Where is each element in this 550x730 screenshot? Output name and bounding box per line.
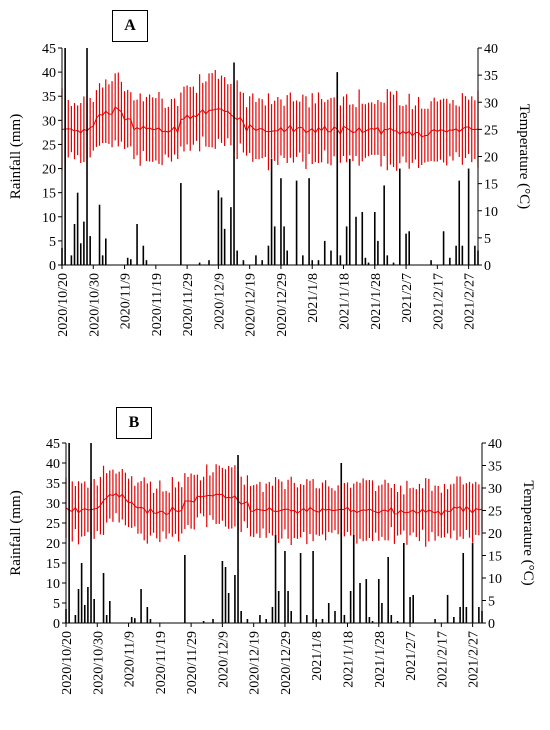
temperature-mean-line [65,492,483,517]
x-tick-label: 2021/1/18 [342,631,357,688]
temperature-series [61,70,479,171]
left-tick-label: 35 [42,90,56,105]
right-tick-label: 10 [488,572,502,587]
x-tick-label: 2020/11/29 [181,273,196,336]
x-tick-label: 2021/1/28 [369,273,384,330]
x-tick-label: 2021/1/18 [338,273,353,330]
left-tick-label: 20 [46,537,60,552]
left-tick-label: 10 [42,211,56,226]
left-tick-label: 30 [46,497,60,512]
x-tick-label: 2020/10/30 [87,273,102,337]
chart-panel-b: 0 5 10 15 20 25 30 35 40 45 0 5 10 15 20 25 30 35 40 2020/1… [0,365,550,730]
left-tick-label: 15 [42,187,56,202]
left-tick-label: 10 [46,577,60,592]
left-tick-label: 0 [49,259,56,274]
y-axis-label-left: Rainfall (mm) [8,490,24,575]
right-tick-label: 0 [484,259,491,274]
x-tick-label: 2021/1/8 [310,631,325,681]
right-tick-label: 15 [484,178,498,193]
x-tick-label: 2021/2/7 [400,273,415,323]
x-tick-label: 2020/11/19 [154,631,169,694]
x-tick-label: 2020/11/9 [119,273,134,329]
left-tick-label: 35 [46,477,60,492]
y-axis-label-left: Rainfall (mm) [8,114,24,199]
x-tick-label: 2021/2/17 [435,631,450,688]
left-tick-label: 25 [42,138,56,153]
x-tick-label: 2020/12/29 [275,273,290,337]
x-tick-label: 2020/11/9 [123,631,138,687]
x-tick-label: 2020/11/29 [185,631,200,694]
chart-b-svg: 0 5 10 15 20 25 30 35 40 45 0 5 10 15 20 25 30 35 40 2020/1… [8,437,536,695]
x-tick-label: 2020/10/20 [60,631,75,695]
x-tick-label: 2020/11/19 [150,273,165,336]
right-tick-label: 5 [488,595,495,610]
x-tick-label: 2020/12/9 [212,273,227,330]
right-tick-label: 20 [488,527,502,542]
temperature-series [65,464,483,547]
right-tick-label: 40 [488,437,502,452]
panel-label-b: B [116,407,152,439]
left-tick-label: 5 [49,235,56,250]
right-tick-label: 25 [484,123,498,138]
right-tick-label: 30 [488,482,502,497]
right-tick-label: 5 [484,232,491,247]
right-tick-label: 0 [488,617,495,632]
right-tick-label: 25 [488,505,502,520]
left-tick-label: 40 [46,457,60,472]
temperature-mean-line [61,106,479,138]
right-tick-label: 40 [484,42,498,57]
chart-a-svg: 0 5 10 15 20 25 30 35 40 45 0 5 10 15 20 25 30 35 40 2020/1… [8,42,532,337]
x-tick-label: 2021/1/28 [373,631,388,688]
x-tick-label: 2021/2/7 [404,631,419,681]
x-tick-label: 2021/1/8 [306,273,321,323]
x-tick-label: 2020/10/20 [56,273,71,337]
x-tick-label: 2020/10/30 [91,631,106,695]
right-tick-label: 35 [484,69,498,84]
x-tick-label: 2020/12/19 [248,631,263,695]
x-tick-label: 2021/2/27 [467,631,482,688]
left-tick-label: 45 [46,437,60,452]
right-tick-label: 20 [484,151,498,166]
left-tick-label: 45 [42,42,56,57]
x-tick-label: 2021/2/17 [431,273,446,330]
x-tick-label: 2020/12/29 [279,631,294,695]
y-axis-label-right: Temperature (°C) [516,104,532,209]
chart-panel-a: 0 5 10 15 20 25 30 35 40 45 0 5 10 15 20 25 30 35 40 2020/1… [8,10,532,337]
rainfall-series [61,48,479,265]
right-tick-label: 35 [488,460,502,475]
left-tick-label: 5 [53,597,60,612]
left-tick-label: 20 [42,163,56,178]
panel-label-a: A [112,10,148,42]
left-tick-label: 0 [53,617,60,632]
right-tick-label: 30 [484,96,498,111]
right-tick-label: 10 [484,205,498,220]
left-tick-label: 40 [42,66,56,81]
x-tick-label: 2020/12/19 [244,273,259,337]
y-axis-label-right: Temperature (°C) [520,480,536,585]
left-tick-label: 25 [46,517,60,532]
rainfall-series [65,443,483,623]
left-tick-label: 15 [46,557,60,572]
left-tick-label: 30 [42,114,56,129]
x-tick-label: 2020/12/9 [216,631,231,688]
x-tick-label: 2021/2/27 [463,273,478,330]
right-tick-label: 15 [488,550,502,565]
